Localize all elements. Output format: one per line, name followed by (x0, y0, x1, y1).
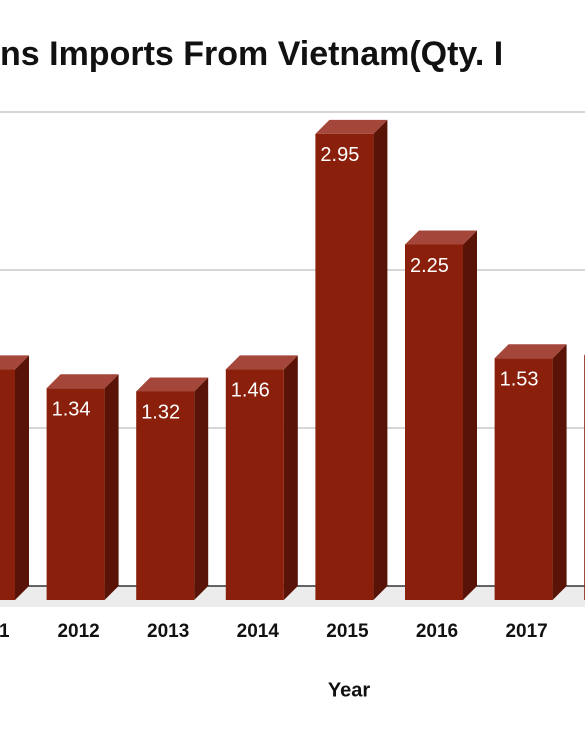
bar-top (405, 230, 477, 245)
bar-side (283, 355, 298, 600)
bar-front (46, 388, 105, 600)
value-label: 2.95 (320, 144, 359, 166)
bar-side (552, 344, 567, 600)
bar (494, 344, 567, 600)
x-tick-label: 2011 (0, 621, 10, 642)
bar-side (373, 119, 388, 601)
bar-side (463, 230, 477, 600)
bar-top (0, 355, 29, 370)
bar (0, 355, 29, 600)
chart-title: ns Imports From Vietnam(Qty. I (0, 35, 503, 73)
bar-side (15, 355, 29, 600)
bar-front (405, 244, 463, 600)
value-label: 1.53 (500, 369, 539, 391)
bar-top (494, 344, 567, 359)
x-tick-label: 2014 (237, 621, 280, 642)
value-label: 1.32 (141, 402, 180, 424)
bar-side (194, 377, 209, 600)
bar-front (136, 391, 195, 600)
bar-top (46, 374, 119, 389)
x-tick-label: 2017 (505, 621, 547, 642)
bar (46, 374, 119, 600)
x-tick-label: 2013 (147, 621, 189, 642)
x-tick-label: 2012 (57, 621, 99, 642)
value-label: 1.46 (0, 380, 1, 402)
bar-side (104, 374, 119, 600)
bar-top (225, 355, 298, 370)
bar (315, 119, 388, 601)
bar (405, 230, 477, 600)
bar-top (136, 377, 209, 392)
value-label: 1.34 (52, 399, 91, 421)
value-label: 2.25 (410, 255, 449, 277)
bar-front (315, 133, 374, 600)
bar-front (494, 358, 553, 600)
x-tick-label: 2015 (326, 621, 369, 642)
x-axis-title: Year (328, 679, 370, 701)
bar-top (315, 119, 388, 134)
bar (136, 377, 209, 600)
x-tick-label: 2016 (416, 621, 458, 642)
value-label: 1.46 (231, 380, 270, 402)
bar (225, 355, 298, 600)
bar-front (0, 369, 15, 600)
bar-front (225, 369, 284, 600)
